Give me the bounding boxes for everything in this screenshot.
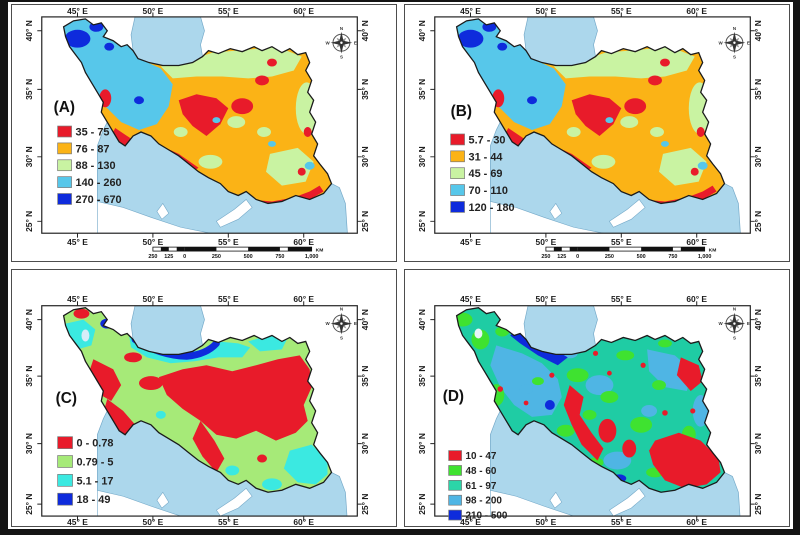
legend-swatch — [57, 436, 73, 449]
panel-label: (D) — [443, 388, 464, 405]
legend-swatch — [57, 193, 72, 205]
legend-item: 61 - 97 — [448, 480, 497, 492]
legend-label: 210 - 500 — [466, 511, 508, 522]
legend-label: 70 - 110 — [469, 185, 508, 197]
legend-swatch — [450, 167, 465, 179]
legend-label: 5.7 - 30 — [469, 134, 506, 146]
legend-swatch — [57, 125, 72, 138]
panel-label: (C) — [56, 390, 77, 407]
legend-item: 70 - 110 — [450, 184, 508, 197]
legend-item: 76 - 87 — [57, 142, 110, 155]
legend-item: 88 - 130 — [57, 159, 116, 172]
legend-swatch — [57, 474, 73, 487]
legend-item: 140 - 260 — [57, 176, 122, 189]
legend-swatch — [448, 494, 462, 506]
scale-bar — [147, 246, 324, 261]
legend-label: 88 - 130 — [76, 160, 116, 172]
legend-swatch — [57, 142, 72, 155]
legend-item: 5.7 - 30 — [450, 133, 506, 146]
legend-label: 18 - 49 — [76, 494, 110, 506]
scale-bar — [540, 246, 717, 261]
legend-label: 48 - 60 — [466, 466, 497, 477]
iran-map-d — [455, 305, 741, 517]
compass-icon — [324, 25, 358, 61]
legend-swatch — [448, 480, 462, 491]
legend-swatch — [448, 465, 462, 476]
legend-label: 270 - 670 — [76, 194, 122, 206]
legend-item: 18 - 49 — [57, 492, 110, 506]
legend-item: 10 - 47 — [448, 450, 497, 462]
legend: 5.7 - 30 31 - 44 45 - 69 70 - 110 120 - … — [450, 133, 515, 214]
legend-label: 31 - 44 — [469, 151, 503, 163]
legend-swatch — [57, 455, 73, 468]
legend-item: 31 - 44 — [450, 150, 503, 163]
panel-label: (B) — [451, 103, 472, 120]
legend-swatch — [57, 176, 72, 188]
legend-label: 120 - 180 — [469, 202, 515, 214]
legend: 0 - 0.78 0.79 - 5 5.1 - 17 18 - 49 — [57, 436, 113, 506]
legend-item: 210 - 500 — [448, 509, 508, 522]
panel-label: (A) — [54, 99, 75, 116]
legend-item: 48 - 60 — [448, 465, 497, 477]
legend-item: 98 - 200 — [448, 494, 503, 507]
legend-item: 120 - 180 — [450, 201, 515, 214]
legend-swatch — [57, 492, 73, 506]
legend-label: 140 - 260 — [76, 177, 122, 189]
compass-icon — [324, 306, 358, 341]
compass-icon — [717, 25, 751, 61]
panel-a: (A) 35 - 75 76 - 87 88 - 130 140 - 260 — [11, 4, 397, 262]
legend: 35 - 75 76 - 87 88 - 130 140 - 260 270 -… — [57, 125, 122, 206]
legend-label: 61 - 97 — [466, 481, 497, 492]
panel-d: (D) 10 - 47 48 - 60 61 - 97 98 - 200 — [404, 269, 790, 527]
legend-label: 45 - 69 — [469, 168, 503, 180]
panel-c: (C) 0 - 0.78 0.79 - 5 5.1 - 17 18 - 49 — [11, 269, 397, 527]
legend-item: 0 - 0.78 — [57, 436, 113, 450]
legend-item: 45 - 69 — [450, 167, 503, 180]
legend-label: 0 - 0.78 — [76, 438, 113, 450]
legend-swatch — [450, 133, 465, 146]
legend-item: 0.79 - 5 — [57, 455, 113, 468]
legend-swatch — [450, 184, 465, 196]
legend-item: 270 - 670 — [57, 193, 122, 206]
legend-label: 5.1 - 17 — [76, 475, 113, 487]
legend-item: 35 - 75 — [57, 125, 110, 138]
compass-icon — [717, 306, 751, 341]
legend-swatch — [450, 150, 465, 163]
iran-map-c — [62, 305, 348, 517]
legend-swatch — [448, 450, 462, 461]
legend-label: 10 - 47 — [466, 451, 497, 462]
legend-swatch — [57, 159, 72, 172]
panel-b: (B) 5.7 - 30 31 - 44 45 - 69 70 - 110 — [404, 4, 790, 262]
legend-label: 0.79 - 5 — [76, 456, 113, 468]
legend: 10 - 47 48 - 60 61 - 97 98 - 200 210 - 5… — [448, 450, 508, 522]
legend-swatch — [450, 201, 465, 213]
legend-swatch — [448, 509, 462, 521]
legend-item: 5.1 - 17 — [57, 474, 113, 487]
legend-label: 35 - 75 — [76, 126, 110, 138]
legend-label: 98 - 200 — [466, 496, 503, 507]
legend-label: 76 - 87 — [76, 143, 110, 155]
